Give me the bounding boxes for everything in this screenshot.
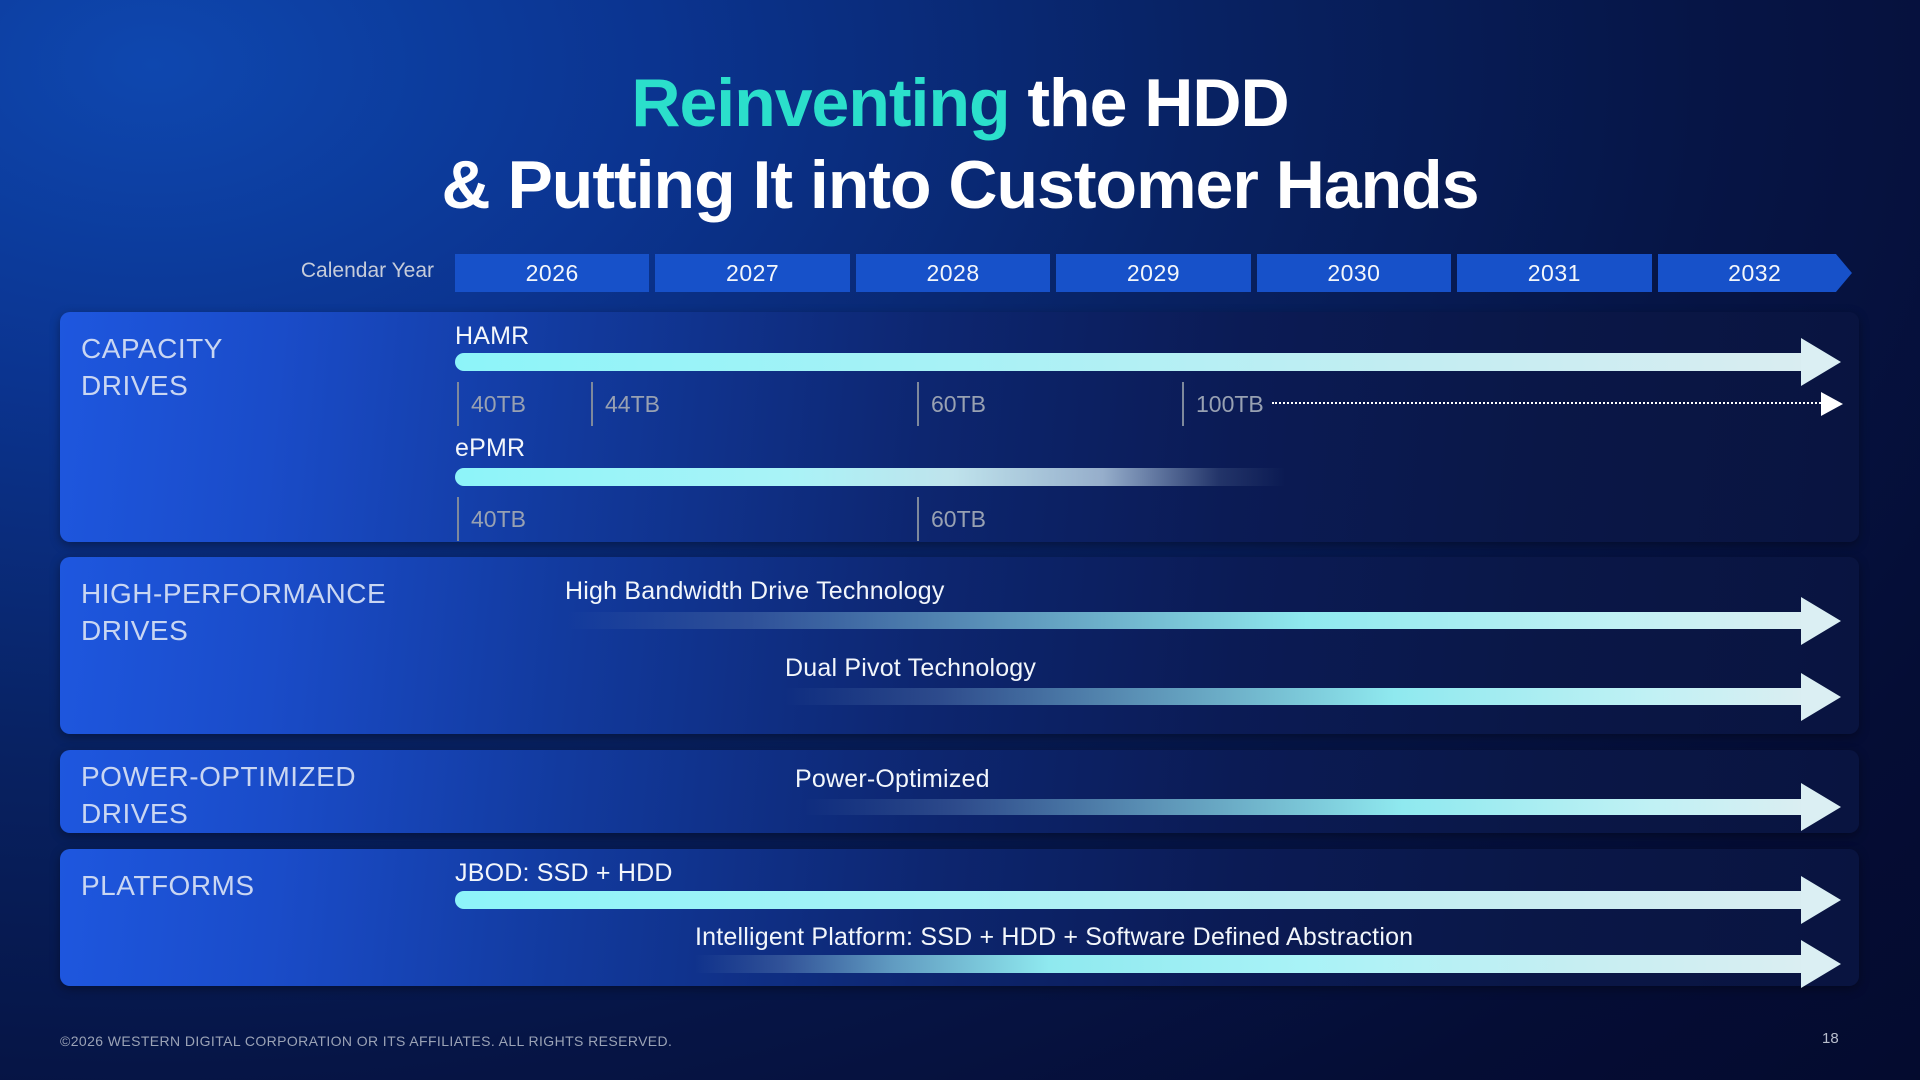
track-name-epmr: ePMR <box>455 434 526 462</box>
capacity-drives-label: CAPACITY DRIVES <box>81 333 223 401</box>
track-name-power-optimized: Power-Optimized <box>795 765 990 793</box>
year-box-2032: 2032 <box>1658 254 1852 292</box>
calendar-year-label: Calendar Year <box>300 259 434 282</box>
track-name-hamr: HAMR <box>455 322 530 350</box>
high-bandwidth-arrow-head-icon <box>1801 597 1841 645</box>
panel-platforms: PLATFORMS JBOD: SSD + HDD Intelligent Pl… <box>60 849 1859 988</box>
slide-title: Reinventing the HDD & Putting It into Cu… <box>0 62 1920 226</box>
hamr-arrow-bar <box>455 353 1801 371</box>
high-performance-drives-label: HIGH-PERFORMANCE DRIVES <box>81 578 387 646</box>
milestone-tick <box>457 497 459 541</box>
page-number: 18 <box>1822 1030 1839 1047</box>
copyright-text: ©2026 WESTERN DIGITAL CORPORATION OR ITS… <box>60 1033 673 1049</box>
hamr-dotted-extension-line <box>1272 402 1821 404</box>
year-box-2027: 2027 <box>655 254 850 292</box>
title-highlight: Reinventing <box>631 65 1010 141</box>
panel-high-performance-drives: HIGH-PERFORMANCE DRIVES High Bandwidth D… <box>60 557 1859 734</box>
track-name-jbod: JBOD: SSD + HDD <box>455 859 673 887</box>
panel-capacity-drives: CAPACITY DRIVES HAMR 40TB 44TB 60TB 100T… <box>60 312 1859 542</box>
jbod-arrow-bar <box>455 891 1801 909</box>
hamr-dotted-arrow-head-icon <box>1821 392 1843 416</box>
jbod-arrow-head-icon <box>1801 876 1841 924</box>
calendar-year-bar: 2026 2027 2028 2029 2030 2031 2032 <box>455 254 1852 292</box>
panel-power-optimized-drives: POWER-OPTIMIZED DRIVES Power-Optimized <box>60 750 1859 833</box>
milestone-tick <box>917 382 919 426</box>
track-name-intelligent-platform: Intelligent Platform: SSD + HDD + Softwa… <box>695 923 1414 951</box>
platforms-label: PLATFORMS <box>81 870 255 901</box>
milestone-tick <box>457 382 459 426</box>
title-line-2: & Putting It into Customer Hands <box>441 147 1479 223</box>
high-bandwidth-arrow-bar <box>565 612 1801 629</box>
milestone-tick <box>917 497 919 541</box>
year-box-2031: 2031 <box>1457 254 1652 292</box>
year-box-2028: 2028 <box>855 254 1051 292</box>
hamr-arrow-head-icon <box>1801 338 1841 386</box>
dual-pivot-arrow-head-icon <box>1801 673 1841 721</box>
milestone-tick <box>1182 382 1184 426</box>
title-line-1: Reinventing the HDD <box>0 62 1920 144</box>
track-name-high-bandwidth: High Bandwidth Drive Technology <box>565 577 945 605</box>
year-box-2029: 2029 <box>1056 254 1251 292</box>
year-box-2030: 2030 <box>1256 254 1452 292</box>
power-optimized-drives-label: POWER-OPTIMIZED DRIVES <box>81 761 357 829</box>
power-optimized-arrow-head-icon <box>1801 783 1841 831</box>
power-optimized-arrow-bar <box>805 799 1801 815</box>
dual-pivot-arrow-bar <box>785 688 1801 705</box>
intelligent-platform-arrow-bar <box>695 955 1801 973</box>
milestone-tick <box>591 382 593 426</box>
title-line1-rest: the HDD <box>1009 65 1289 141</box>
epmr-arrow-bar <box>455 468 1285 486</box>
intelligent-platform-arrow-head-icon <box>1801 940 1841 988</box>
year-box-2026: 2026 <box>455 254 650 292</box>
track-name-dual-pivot: Dual Pivot Technology <box>785 654 1037 682</box>
